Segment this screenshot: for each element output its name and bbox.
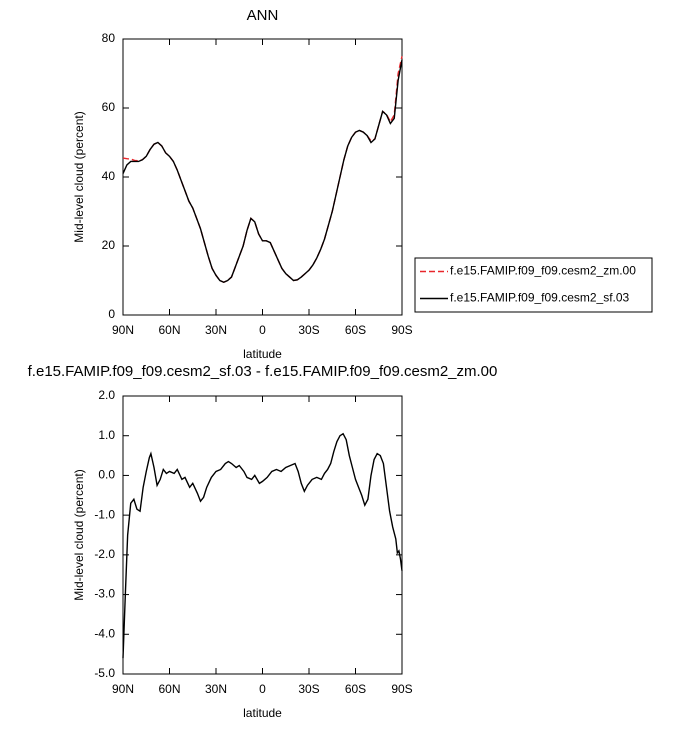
x-axis-label: latitude [243,347,282,361]
y-tick-label: -4.0 [94,626,115,640]
y-tick-label: 80 [102,31,116,45]
x-tick-label: 30N [205,323,227,337]
x-tick-label: 30S [298,323,319,337]
plot-frame [122,38,403,316]
chart-title: ANN [247,7,279,24]
y-axis-label: Mid-level cloud (percent) [72,469,86,600]
y-tick-label: 60 [102,100,116,114]
x-tick-label: 30N [205,682,227,696]
x-tick-label: 90S [391,323,412,337]
y-axis-label: Mid-level cloud (percent) [72,111,86,242]
y-tick-label: 0 [108,307,115,321]
y-tick-label: 20 [102,238,116,252]
y-tick-label: 1.0 [98,428,115,442]
legend-label: f.e15.FAMIP.f09_f09.cesm2_zm.00 [450,264,636,278]
data-line [122,432,403,659]
data-line [122,59,403,283]
x-tick-label: 60N [158,323,180,337]
x-tick-label: 60S [345,682,366,696]
plot-frame [122,395,403,675]
chart-title: f.e15.FAMIP.f09_f09.cesm2_sf.03 - f.e15.… [28,363,498,380]
x-tick-label: 30S [298,682,319,696]
y-tick-label: 0.0 [98,468,115,482]
y-tick-label: 2.0 [98,388,115,402]
legend-label: f.e15.FAMIP.f09_f09.cesm2_sf.03 [450,291,630,305]
x-axis-label: latitude [243,706,282,720]
legend-box [414,257,653,313]
y-tick-label: -5.0 [94,666,115,680]
x-tick-label: 60S [345,323,366,337]
x-tick-label: 0 [259,682,266,696]
y-tick-label: 40 [102,169,116,183]
x-tick-label: 90N [112,682,134,696]
x-tick-label: 90S [391,682,412,696]
x-tick-label: 90N [112,323,134,337]
x-tick-label: 0 [259,323,266,337]
data-line [122,56,403,283]
y-tick-label: -2.0 [94,547,115,561]
y-tick-label: -1.0 [94,507,115,521]
y-tick-label: -3.0 [94,587,115,601]
x-tick-label: 60N [158,682,180,696]
